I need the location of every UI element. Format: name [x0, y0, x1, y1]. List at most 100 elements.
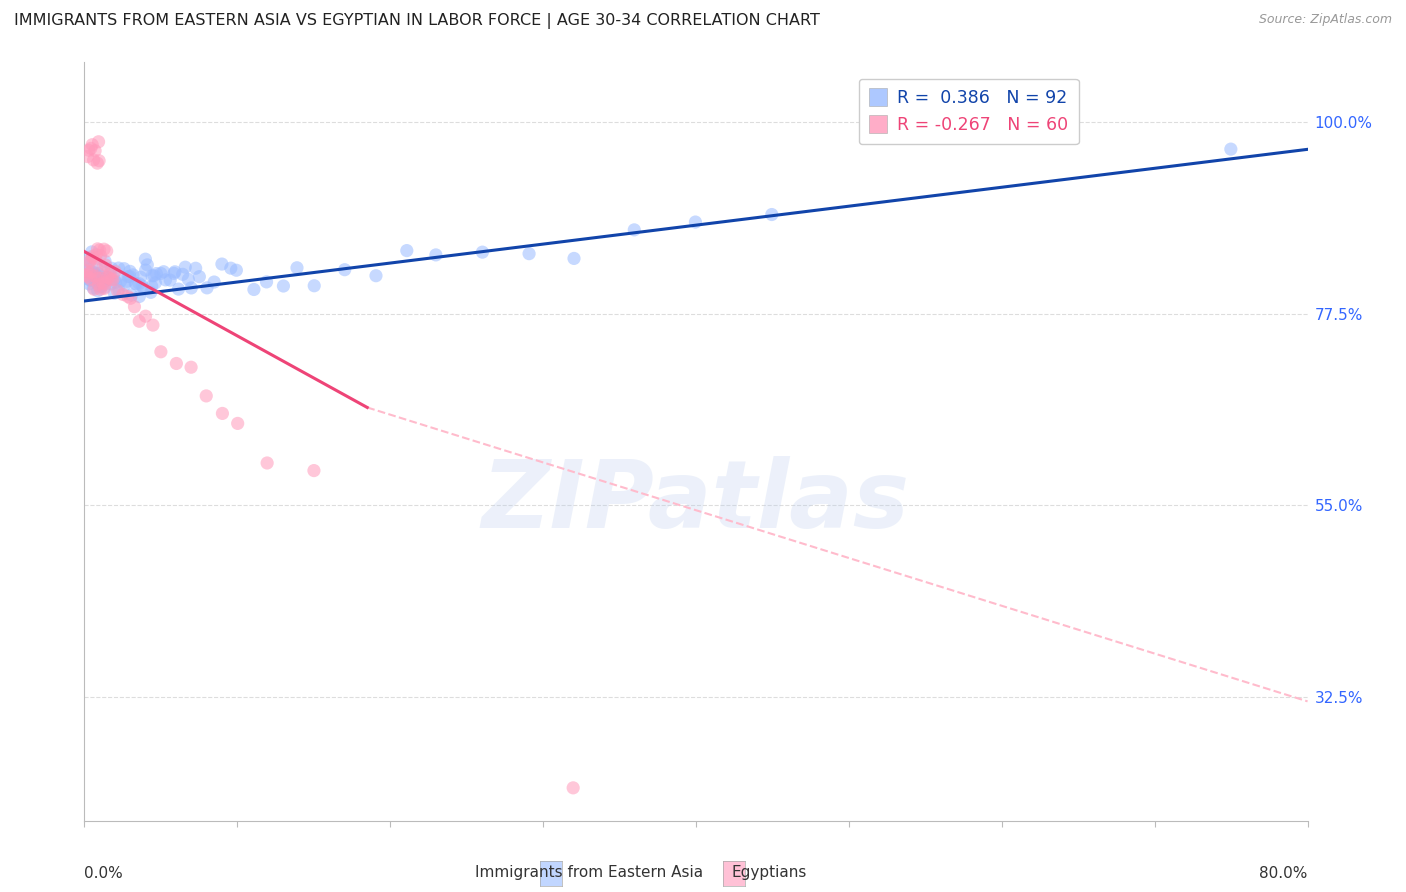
- Point: [80, 141, 103, 155]
- Point: [111, 287, 134, 301]
- Point: [149, 344, 172, 359]
- Text: Source: ZipAtlas.com: Source: ZipAtlas.com: [1258, 13, 1392, 27]
- Text: Egyptians: Egyptians: [731, 865, 807, 880]
- Point: [84, 269, 107, 284]
- Point: [163, 266, 186, 280]
- Point: [77, 143, 100, 157]
- Point: [285, 260, 308, 275]
- Point: [82, 251, 104, 265]
- Point: [180, 281, 202, 295]
- Point: [117, 289, 139, 303]
- Point: [97, 270, 120, 285]
- Point: [211, 406, 233, 420]
- Point: [90, 279, 112, 293]
- Point: [155, 273, 177, 287]
- Point: [243, 283, 266, 297]
- Point: [77, 251, 100, 265]
- Point: [226, 417, 249, 431]
- Point: [172, 268, 194, 282]
- Point: [101, 273, 124, 287]
- Point: [84, 267, 107, 281]
- Point: [177, 272, 200, 286]
- Point: [91, 260, 114, 274]
- Point: [76, 150, 98, 164]
- Point: [135, 309, 157, 323]
- Point: [685, 215, 707, 229]
- Point: [165, 356, 187, 370]
- Text: IMMIGRANTS FROM EASTERN ASIA VS EGYPTIAN IN LABOR FORCE | AGE 30-34 CORRELATION : IMMIGRANTS FROM EASTERN ASIA VS EGYPTIAN…: [14, 13, 820, 29]
- Point: [86, 271, 108, 285]
- Point: [83, 282, 105, 296]
- Point: [79, 254, 101, 268]
- Point: [82, 137, 104, 152]
- Point: [79, 273, 101, 287]
- Point: [84, 144, 107, 158]
- Text: 0.0%: 0.0%: [84, 866, 124, 881]
- Point: [124, 300, 146, 314]
- Point: [121, 288, 143, 302]
- Point: [91, 271, 114, 285]
- Point: [87, 277, 110, 292]
- Point: [87, 153, 110, 168]
- Point: [124, 277, 146, 291]
- Point: [107, 261, 129, 276]
- Point: [128, 277, 150, 291]
- Point: [83, 153, 105, 167]
- Point: [195, 389, 218, 403]
- Text: ZIPatlas: ZIPatlas: [482, 456, 910, 549]
- Point: [136, 258, 159, 272]
- Point: [80, 264, 103, 278]
- Point: [115, 274, 138, 288]
- Point: [89, 280, 111, 294]
- Point: [82, 270, 104, 285]
- Point: [114, 277, 136, 292]
- Point: [256, 275, 278, 289]
- Point: [219, 261, 242, 276]
- Point: [125, 277, 148, 291]
- Point: [94, 273, 117, 287]
- Point: [83, 266, 105, 280]
- Point: [96, 270, 118, 285]
- Point: [104, 264, 127, 278]
- Point: [142, 318, 165, 332]
- Point: [110, 274, 132, 288]
- Point: [145, 267, 167, 281]
- Point: [77, 262, 100, 277]
- Point: [75, 268, 97, 282]
- Point: [82, 281, 104, 295]
- Point: [93, 242, 115, 256]
- Point: [562, 252, 585, 266]
- Point: [77, 277, 100, 291]
- Point: [90, 249, 112, 263]
- Point: [89, 271, 111, 285]
- Point: [1219, 142, 1241, 156]
- Point: [128, 314, 150, 328]
- Point: [77, 269, 100, 284]
- Point: [761, 207, 783, 221]
- Point: [103, 286, 125, 301]
- Point: [112, 261, 135, 276]
- Point: [89, 282, 111, 296]
- Point: [117, 269, 139, 284]
- Point: [395, 244, 418, 258]
- Point: [118, 264, 141, 278]
- Point: [141, 268, 163, 283]
- Point: [128, 289, 150, 303]
- Point: [73, 257, 96, 271]
- Point: [93, 281, 115, 295]
- Point: [174, 260, 197, 275]
- Point: [141, 279, 163, 293]
- Point: [134, 252, 156, 267]
- Point: [471, 245, 494, 260]
- Point: [86, 260, 108, 275]
- Point: [256, 456, 278, 470]
- Legend: R =  0.386   N = 92, R = -0.267   N = 60: R = 0.386 N = 92, R = -0.267 N = 60: [859, 78, 1078, 145]
- Point: [97, 264, 120, 278]
- Point: [89, 272, 111, 286]
- Point: [94, 277, 117, 291]
- Point: [87, 268, 110, 283]
- Point: [100, 277, 122, 291]
- Point: [302, 464, 325, 478]
- Point: [202, 275, 225, 289]
- Point: [425, 248, 447, 262]
